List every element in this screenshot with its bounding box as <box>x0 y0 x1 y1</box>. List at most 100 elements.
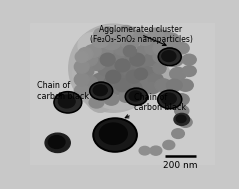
Ellipse shape <box>115 79 130 92</box>
Ellipse shape <box>74 84 89 97</box>
Ellipse shape <box>92 87 109 100</box>
Ellipse shape <box>82 28 134 74</box>
Ellipse shape <box>110 30 127 43</box>
Ellipse shape <box>133 55 149 70</box>
Circle shape <box>165 53 183 67</box>
Ellipse shape <box>113 41 132 55</box>
Ellipse shape <box>104 94 119 105</box>
Circle shape <box>126 89 147 105</box>
Ellipse shape <box>75 51 88 63</box>
Ellipse shape <box>140 67 157 81</box>
Ellipse shape <box>135 68 147 80</box>
Circle shape <box>158 91 181 108</box>
Circle shape <box>167 40 181 51</box>
Ellipse shape <box>89 97 104 108</box>
Ellipse shape <box>102 36 121 50</box>
Text: Agglomerated cluster
(Fe₂O₃-SnO₂ nanoparticles): Agglomerated cluster (Fe₂O₃-SnO₂ nanopar… <box>90 25 192 46</box>
Ellipse shape <box>91 26 132 48</box>
Circle shape <box>153 40 174 56</box>
Circle shape <box>129 91 142 101</box>
Ellipse shape <box>100 53 115 66</box>
Circle shape <box>179 117 192 127</box>
Text: Chain of
carbon black: Chain of carbon black <box>125 93 186 118</box>
Circle shape <box>182 66 196 76</box>
Ellipse shape <box>148 73 163 86</box>
Circle shape <box>162 33 179 46</box>
Circle shape <box>139 146 150 155</box>
Ellipse shape <box>80 37 113 88</box>
Text: Chain of
carbon black: Chain of carbon black <box>37 81 89 101</box>
Circle shape <box>90 82 112 99</box>
Ellipse shape <box>92 35 109 48</box>
Ellipse shape <box>136 45 153 57</box>
Ellipse shape <box>123 45 136 57</box>
Ellipse shape <box>91 73 109 92</box>
Circle shape <box>162 51 176 62</box>
Ellipse shape <box>137 34 152 45</box>
Circle shape <box>167 79 182 91</box>
Circle shape <box>174 94 189 105</box>
Circle shape <box>48 136 65 149</box>
Ellipse shape <box>132 37 165 88</box>
Ellipse shape <box>153 51 166 63</box>
Ellipse shape <box>106 50 124 64</box>
Ellipse shape <box>104 30 156 72</box>
Ellipse shape <box>106 70 121 83</box>
Ellipse shape <box>136 75 153 90</box>
Ellipse shape <box>77 64 94 78</box>
Ellipse shape <box>119 26 134 37</box>
Circle shape <box>155 30 172 43</box>
Ellipse shape <box>145 82 160 94</box>
Ellipse shape <box>78 33 108 58</box>
Ellipse shape <box>100 27 115 38</box>
Ellipse shape <box>109 67 128 86</box>
Text: 200 nm: 200 nm <box>163 161 198 170</box>
Ellipse shape <box>121 36 139 49</box>
Ellipse shape <box>121 60 139 76</box>
Ellipse shape <box>81 76 98 89</box>
Ellipse shape <box>72 57 98 91</box>
Ellipse shape <box>145 42 160 55</box>
Ellipse shape <box>69 24 158 112</box>
Circle shape <box>172 129 184 138</box>
Circle shape <box>174 113 190 125</box>
Circle shape <box>182 54 196 65</box>
Ellipse shape <box>108 30 156 95</box>
Circle shape <box>99 123 127 144</box>
Circle shape <box>163 140 175 149</box>
Circle shape <box>93 85 107 96</box>
Ellipse shape <box>130 53 145 66</box>
Circle shape <box>170 67 186 80</box>
Ellipse shape <box>125 50 142 64</box>
Ellipse shape <box>126 70 141 83</box>
Circle shape <box>45 133 70 153</box>
Ellipse shape <box>125 81 142 95</box>
Ellipse shape <box>74 73 89 86</box>
Ellipse shape <box>95 44 113 58</box>
Circle shape <box>176 115 186 123</box>
Ellipse shape <box>97 90 141 109</box>
Ellipse shape <box>80 41 121 112</box>
Circle shape <box>175 105 189 116</box>
Circle shape <box>59 95 75 108</box>
Ellipse shape <box>81 53 98 66</box>
Circle shape <box>150 146 162 155</box>
Ellipse shape <box>141 61 171 92</box>
Ellipse shape <box>85 45 101 57</box>
Ellipse shape <box>134 91 148 102</box>
Circle shape <box>161 93 176 105</box>
Circle shape <box>159 48 181 65</box>
Ellipse shape <box>153 63 166 74</box>
Ellipse shape <box>107 81 123 95</box>
Circle shape <box>178 79 193 91</box>
Ellipse shape <box>115 27 152 53</box>
Ellipse shape <box>115 59 130 72</box>
Circle shape <box>155 79 172 92</box>
Circle shape <box>94 119 136 151</box>
Ellipse shape <box>93 68 145 105</box>
Ellipse shape <box>104 76 119 89</box>
Ellipse shape <box>78 48 93 60</box>
Circle shape <box>148 28 164 40</box>
Ellipse shape <box>129 30 146 43</box>
Ellipse shape <box>119 91 134 102</box>
